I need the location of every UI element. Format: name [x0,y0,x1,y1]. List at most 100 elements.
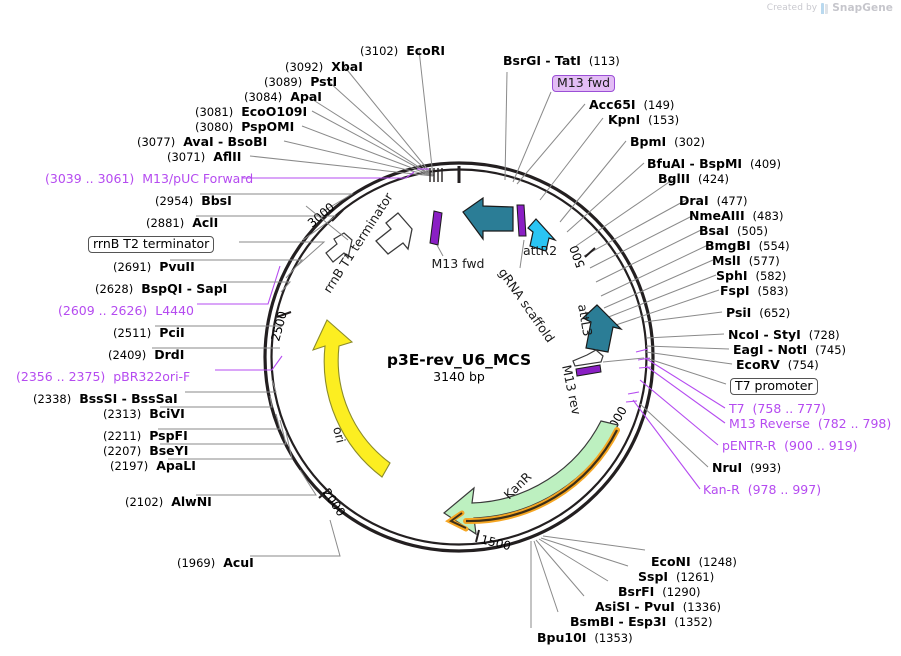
enzyme-label-acli[interactable]: (2881) AclI [146,216,218,230]
enzyme-label-bsai[interactable]: BsaI (505) [699,224,768,238]
enzyme-label-bglii[interactable]: BglII (424) [658,172,729,186]
label-name: Acc65I [589,97,636,112]
enzyme-label-bbsi[interactable]: (2954) BbsI [155,194,232,208]
label-position: (3089) [264,75,303,89]
enzyme-label-acc65i[interactable]: Acc65I (149) [589,98,674,112]
label-name: PvuII [159,259,195,274]
label-position: (2609 .. 2626) [58,303,148,318]
label-name: FspI [720,283,750,298]
enzyme-label-psti[interactable]: (3089) PstI [264,75,337,89]
label-name: KpnI [608,112,641,127]
enzyme-label-msli[interactable]: MslI (577) [712,254,780,268]
label-name: L4440 [155,303,195,318]
feature-label-pbr322ori-f[interactable]: (2356 .. 2375) pBR322ori-F [16,370,190,383]
enzyme-label-eagi-noti[interactable]: EagI - NotI (745) [733,343,846,357]
enzyme-label-ecoo109i[interactable]: (3081) EcoO109I [195,105,307,119]
label-name: Kan-R [703,482,740,497]
boxed-label-t7-promoter[interactable]: T7 promoter [730,378,818,395]
enzyme-label-drdi[interactable]: (2409) DrdI [108,348,184,362]
enzyme-label-bseyi[interactable]: (2207) BseYI [103,444,188,458]
label-name: M13 Reverse [729,416,810,431]
label-name: NcoI - StyI [728,327,801,342]
enzyme-label-bfuai-bspmi[interactable]: BfuAI - BspMI (409) [647,157,781,171]
enzyme-label-bpu10i[interactable]: Bpu10I (1353) [537,631,633,645]
enzyme-label-bsrfi[interactable]: BsrFI (1290) [618,585,701,599]
enzyme-label-xbai[interactable]: (3092) XbaI [285,60,363,74]
enzyme-label-fspi[interactable]: FspI (583) [720,284,788,298]
enzyme-label-bsmbi-esp3i[interactable]: BsmBI - Esp3I (1352) [570,615,713,629]
label-name: Bpu10I [537,630,587,645]
enzyme-label-econi[interactable]: EcoNI (1248) [651,555,737,569]
label-name: EcoRV [736,357,780,372]
label-name: DrdI [154,347,185,362]
enzyme-label-pcii[interactable]: (2511) PciI [113,326,185,340]
feature-ori [311,319,391,478]
enzyme-label-bcivi[interactable]: (2313) BciVI [103,407,185,421]
enzyme-label-bspqi-sapi[interactable]: (2628) BspQI - SapI [95,282,227,296]
label-name: BmgBI [705,238,751,253]
enzyme-label-apai[interactable]: (3084) ApaI [244,90,322,104]
enzyme-label-avai-bsobi[interactable]: (3077) AvaI - BsoBI [137,135,267,149]
label-name: PsiI [726,305,752,320]
label-name: BglII [658,171,691,186]
svg-text:500: 500 [567,243,588,269]
label-name: AvaI - BsoBI [183,134,268,149]
enzyme-label-pspomi[interactable]: (3080) PspOMI [195,120,294,134]
enzyme-label-pspfi[interactable]: (2211) PspFI [103,429,188,443]
label-name: AcuI [223,555,254,570]
label-position: (3084) [244,90,283,104]
enzyme-label-ecorv[interactable]: EcoRV (754) [736,358,819,372]
enzyme-label-ecori[interactable]: (3102) EcoRI [360,44,445,58]
enzyme-label-bmgbi[interactable]: BmgBI (554) [705,239,790,253]
label-position: (583) [757,284,789,298]
enzyme-label-pvuii[interactable]: (2691) PvuII [113,260,195,274]
enzyme-label-acui[interactable]: (1969) AcuI [177,556,254,570]
label-position: (554) [758,239,790,253]
enzyme-label-bsrgi-tati[interactable]: BsrGI - TatI (113) [503,54,620,68]
boxed-label-rrnb-t2-terminator[interactable]: rrnB T2 terminator [88,236,215,253]
feature-label-t7[interactable]: T7 (758 .. 777) [729,402,826,415]
feature-label-m13-puc-forward[interactable]: (3039 .. 3061) M13/pUC Forward [45,172,253,185]
feature-label-m13-reverse[interactable]: M13 Reverse (782 .. 798) [729,417,891,430]
enzyme-label-apali[interactable]: (2197) ApaLI [110,459,196,473]
label-position: (2881) [146,216,185,230]
label-position: (745) [815,343,847,357]
enzyme-label-ncoi-styi[interactable]: NcoI - StyI (728) [728,328,840,342]
label-name: BpmI [630,134,667,149]
label-position: (758 .. 777) [752,401,826,416]
enzyme-label-kpni[interactable]: KpnI (153) [608,113,679,127]
feature-purple-bar-right [516,204,527,237]
enzyme-label-bpmi[interactable]: BpmI (302) [630,135,705,149]
label-position: (409) [750,157,781,171]
label-position: (153) [648,113,680,127]
label-position: (900 .. 919) [784,438,858,453]
label-name: AclI [192,215,219,230]
enzyme-label-aflii[interactable]: (3071) AflII [167,150,241,164]
enzyme-label-alwni[interactable]: (2102) AlwNI [125,495,212,509]
enzyme-label-nrui[interactable]: NruI (993) [712,461,781,475]
enzyme-label-sspi[interactable]: SspI (1261) [638,570,714,584]
feature-label-l4440[interactable]: (2609 .. 2626) L4440 [58,304,194,317]
feature-label-pentr-r[interactable]: pENTR-R (900 .. 919) [722,439,858,452]
enzyme-label-nmeaiii[interactable]: NmeAIII (483) [689,209,783,223]
feature-rrnB-T1-terminator [375,212,413,255]
feature-label-kan-r[interactable]: Kan-R (978 .. 997) [703,483,821,496]
label-name: BfuAI - BspMI [647,156,743,171]
enzyme-label-sphi[interactable]: SphI (582) [716,269,786,283]
label-M13-fwd-inner: M13 fwd [431,256,484,271]
leader-lines-right-features [625,348,726,490]
label-attL3: attL3 [575,303,595,338]
label-name: ApaLI [156,458,196,473]
label-name: BsaI [699,223,730,238]
label-name: BbsI [201,193,232,208]
label-position: (477) [716,194,748,208]
label-name: EcoO109I [241,104,308,119]
boxed-label-m13-fwd[interactable]: M13 fwd [552,75,616,92]
enzyme-label-psii[interactable]: PsiI (652) [726,306,790,320]
label-position: (1261) [676,570,715,584]
label-name: BsrFI [618,584,655,599]
label-position: (2197) [110,459,149,473]
enzyme-label-asisi-pvui[interactable]: AsiSI - PvuI (1336) [595,600,721,614]
enzyme-label-drai[interactable]: DraI (477) [679,194,748,208]
enzyme-label-bsssi-bsssai[interactable]: (2338) BssSI - BssSaI [33,392,178,406]
